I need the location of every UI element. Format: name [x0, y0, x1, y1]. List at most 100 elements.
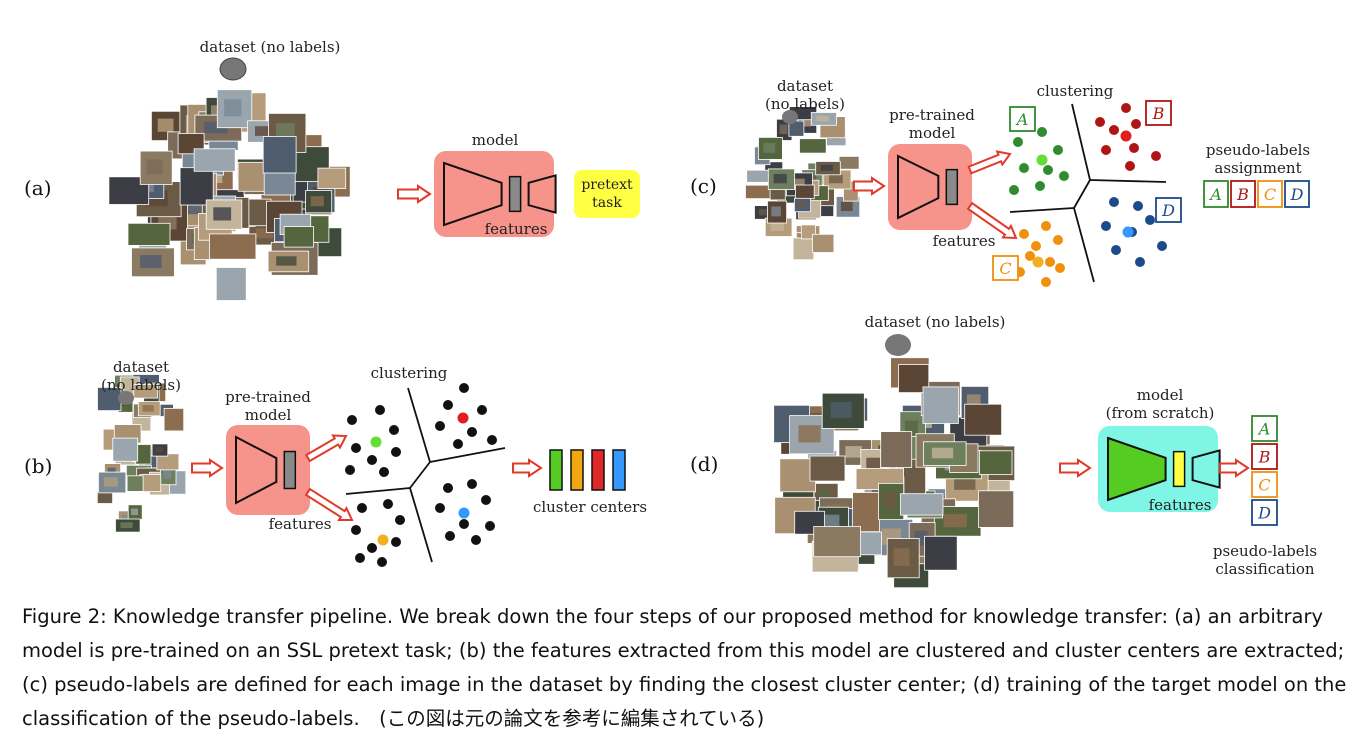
panel-c-dot-c: [1055, 263, 1065, 273]
panel-c-cluster-d-box: [1155, 197, 1182, 223]
panel-c-dataset-photo-detail: [829, 174, 843, 184]
panel-c-assign-b-letter: B: [1236, 185, 1249, 204]
panel-b-dot: [471, 535, 481, 545]
figure-caption: Figure 2: Knowledge transfer pipeline. W…: [22, 605, 1347, 730]
panel-c-arrow-up-shape: [967, 150, 1012, 175]
panel-b-dataset-photo: [112, 437, 139, 462]
panel-b-dot: [375, 405, 385, 415]
panel-c-cluster-a-letter: A: [1015, 110, 1029, 129]
panel-a-model-features-bar: [508, 175, 522, 213]
panel-c-dot-c: [1041, 277, 1051, 287]
panel-a-model-label: model: [471, 131, 519, 149]
panel-c-dot-c: [1041, 221, 1051, 231]
panel-c-arrow-down: [966, 201, 1018, 240]
panel-c-divider: [1073, 179, 1091, 209]
panel-b-dot: [485, 521, 495, 531]
panel-b-centers-label: cluster centers: [532, 498, 648, 516]
panel-a-dataset-photo-detail: [157, 118, 174, 132]
panel-b-center-green: [370, 436, 382, 448]
panel-c-dataset-photo: [799, 138, 827, 154]
panel-a-dataset-photo-detail: [276, 256, 297, 266]
panel-c-dataset-photo-detail: [770, 222, 784, 231]
panel-a-dataset-photo-detail: [224, 99, 242, 117]
panel-d-decoder: [1191, 449, 1221, 489]
panel-c-dot-a: [1013, 137, 1023, 147]
panel-c-dot-b: [1121, 103, 1131, 113]
panel-b-photo-globe: [118, 391, 134, 405]
panel-d-class-d-box: [1251, 499, 1278, 526]
panel-a-dataset-photo: [215, 267, 247, 301]
panel-d-class-c-letter: C: [1258, 476, 1270, 495]
panel-c-dot-d: [1111, 245, 1121, 255]
panel-d-dataset-photo: [922, 386, 959, 424]
panel-b-dot: [453, 439, 463, 449]
panel-b-arrow-in: [191, 458, 224, 478]
panel-d-dataset-photo-detail: [893, 548, 910, 566]
panel-c-cluster-c-letter: C: [999, 259, 1011, 278]
panel-d-dataset-photo: [924, 535, 958, 571]
panel-c-cluster-d-letter: D: [1161, 201, 1175, 220]
panel-b-dataset-photo-detail: [120, 522, 133, 529]
panel-c-arrow-down-shape: [966, 201, 1018, 240]
panel-c-dataset-photo-detail: [791, 178, 805, 189]
panel-c-divider: [1071, 103, 1091, 181]
panel-b-center-bar: [612, 449, 626, 491]
panel-b-dataset-photo-detail: [163, 470, 172, 480]
panel-b-center-bar: [570, 449, 584, 491]
panel-a-dataset-photo-detail: [310, 196, 324, 207]
panel-b-dot: [467, 427, 477, 437]
panel-b-model-label: pre-trained model: [225, 388, 311, 424]
panel-b-arrow-down-shape: [304, 487, 354, 521]
panel-c-dot-d: [1145, 215, 1155, 225]
panel-b-dataset-photo-detail: [131, 508, 138, 516]
panel-d-class-b-box: [1251, 443, 1278, 470]
panel-d-dataset-photo-detail: [845, 446, 862, 458]
panel-b-tag: (b): [24, 454, 53, 478]
panel-c-arrow-in: [853, 176, 886, 196]
panel-c-dot-b: [1125, 161, 1135, 171]
panel-c-dot-a: [1043, 165, 1053, 175]
panel-b-dot: [459, 519, 469, 529]
panel-d-class-c-box: [1251, 471, 1278, 498]
panel-d-dataset-photo: [900, 493, 944, 516]
panel-c-dot-a: [1059, 171, 1069, 181]
panel-a-dataset-photo: [127, 222, 171, 246]
panel-c-dot-c: [1053, 235, 1063, 245]
panel-c-divider: [1009, 207, 1075, 213]
panel-d-dataset-photo: [979, 450, 1013, 475]
panel-a-dataset-photo-detail: [255, 228, 274, 239]
panel-c-dataset-photo: [795, 184, 815, 200]
panel-d-dataset-photo: [978, 490, 1015, 528]
panel-a-pretext-label: pretext task: [581, 177, 633, 211]
panel-b-dot: [467, 479, 477, 489]
panel-c-dataset-photo-detail: [816, 115, 829, 122]
panel-b-arrow-up-shape: [304, 434, 348, 463]
panel-a-dataset-photo: [193, 148, 236, 172]
panel-c-dataset-photo-detail: [763, 142, 776, 153]
panel-b-dot: [445, 531, 455, 541]
panel-a-dataset-photo-detail: [146, 159, 163, 175]
panel-a-dataset-photo-detail: [213, 207, 232, 221]
panel-b-dot: [367, 543, 377, 553]
panel-c-dataset-photo-detail: [771, 206, 781, 217]
panel-d-class-a-box: [1251, 415, 1278, 442]
panel-b-dataset-photo: [126, 475, 144, 492]
panel-c-assign-d-letter: D: [1290, 185, 1304, 204]
panel-c-dot-a: [1009, 185, 1019, 195]
panel-c-dot-a: [1019, 163, 1029, 173]
panel-a-dataset-photo: [283, 226, 315, 248]
panel-c-dot-a: [1053, 145, 1063, 155]
panel-d-model-features-bar: [1172, 450, 1186, 488]
panel-d-dataset-photo: [813, 526, 862, 558]
panel-a-dataset-photo: [317, 167, 347, 190]
panel-d-dataset-photo-detail: [818, 489, 831, 501]
panel-b-arrow-down: [304, 487, 354, 521]
panel-b-dataset-label: dataset (no labels): [101, 358, 181, 394]
panel-c-model-features-bar: [945, 168, 959, 206]
panel-d-photo-globe: [885, 334, 911, 356]
panel-c-dataset-photo-detail: [840, 201, 853, 211]
panel-b-dot: [487, 435, 497, 445]
panel-c-dot-a: [1035, 181, 1045, 191]
panel-b-dataset-photo-detail: [107, 467, 116, 475]
